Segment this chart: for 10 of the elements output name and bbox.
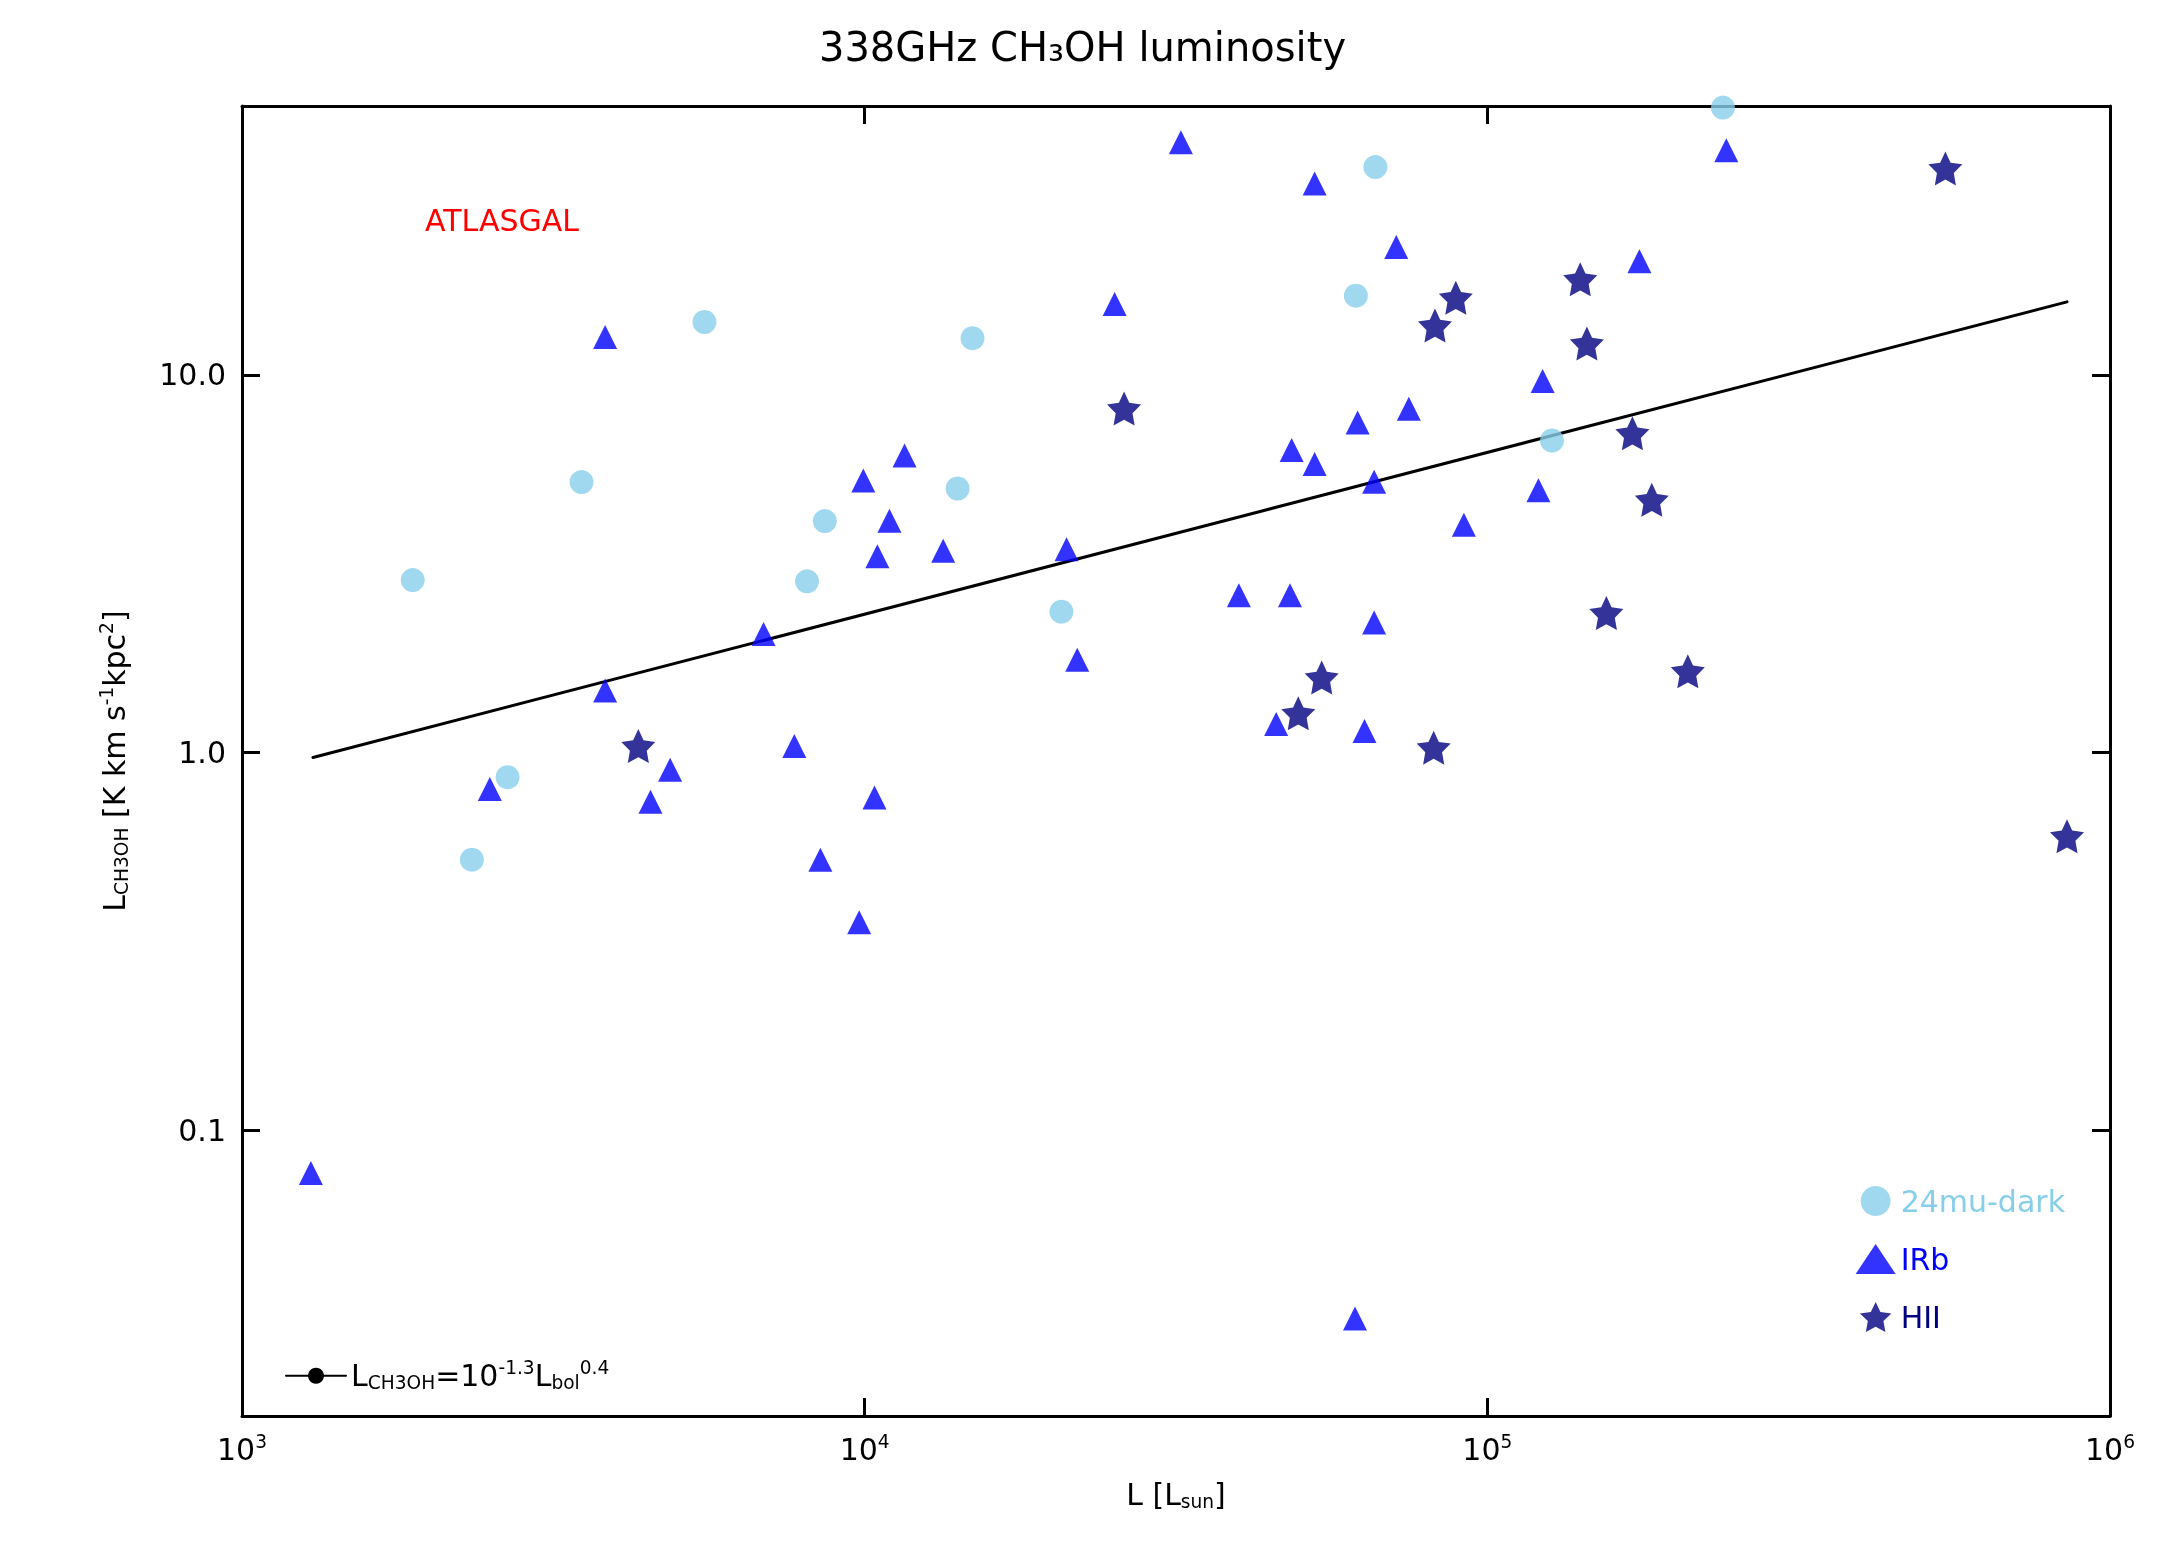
annotation: ATLASGAL: [425, 202, 580, 238]
y-axis-title: LCH3OH [K km s-1kpc2]: [95, 610, 132, 912]
x-axis-title: L [Lsun]: [1126, 1476, 1226, 1512]
y-tick-label: 0.1: [178, 1112, 226, 1148]
y-tick-label: 1.0: [178, 734, 226, 770]
chart-title: 338GHz CH₃OH luminosity: [818, 24, 1347, 70]
legend-label: 24mu-dark: [1900, 1183, 2066, 1219]
legend-label: HII: [1900, 1299, 1941, 1335]
legend-label: IRb: [1900, 1241, 1950, 1277]
y-tick-label: 10.0: [159, 357, 226, 393]
